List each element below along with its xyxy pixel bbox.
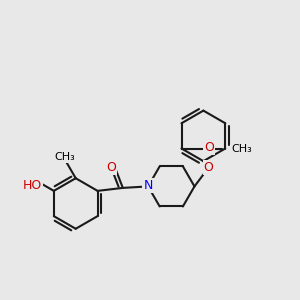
Text: N: N — [143, 179, 153, 192]
Text: CH₃: CH₃ — [54, 152, 75, 162]
Text: HO: HO — [23, 179, 42, 192]
Text: O: O — [203, 160, 213, 174]
Text: O: O — [204, 141, 214, 154]
Text: CH₃: CH₃ — [231, 143, 252, 154]
Text: O: O — [106, 160, 116, 174]
